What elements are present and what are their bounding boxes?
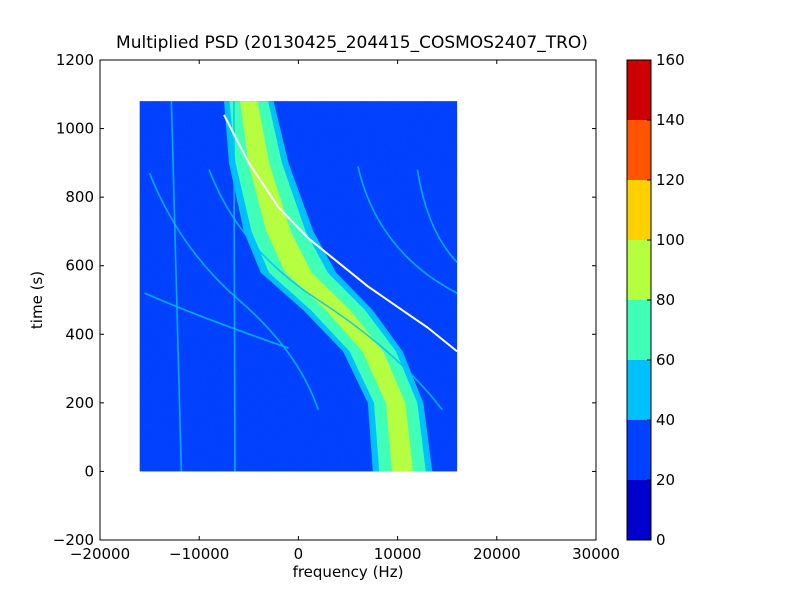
x-tick-label-3: 10000 (374, 545, 422, 563)
colorbar: 0 20 40 60 80 100 120 140 160 (626, 51, 685, 549)
colorbar-bin-1 (627, 420, 651, 480)
colorbar-tick-label-2: 40 (656, 411, 675, 429)
trace-vertical-2 (233, 101, 236, 472)
y-tick-label-0: −200 (53, 531, 94, 549)
colorbar-bin-4 (627, 240, 651, 300)
y-tick-label-3: 400 (65, 325, 94, 343)
trace-3 (144, 292, 289, 349)
y-tick-label-7: 1200 (56, 51, 94, 69)
y-axis: −200 0 200 400 600 800 1000 1200 (53, 51, 596, 549)
chart-title: Multiplied PSD (20130425_204415_COSMOS24… (116, 33, 588, 53)
x-axis-label: frequency (Hz) (293, 563, 404, 581)
x-tick-label-2: 0 (294, 545, 304, 563)
x-tick-label-0: −20000 (70, 545, 130, 563)
y-tick-label-2: 200 (65, 394, 94, 412)
trace-2 (208, 169, 443, 411)
colorbar-tick-label-5: 100 (656, 231, 685, 249)
band-core (240, 101, 413, 472)
colorbar-bin-0 (627, 480, 651, 540)
y-tick-label-1: 0 (84, 462, 94, 480)
colorbar-tick-label-8: 160 (656, 51, 685, 69)
trace-5 (416, 169, 458, 263)
colorbar-bin-5 (627, 180, 651, 240)
x-axis: −20000 −10000 0 10000 20000 30000 (70, 60, 620, 563)
colorbar-tick-label-6: 120 (656, 171, 685, 189)
x-tick-label-1: −10000 (169, 545, 229, 563)
colorbar-tick-label-1: 20 (656, 471, 675, 489)
plot-frame (99, 59, 597, 541)
trace-vertical-1 (170, 101, 183, 472)
y-tick-label-4: 600 (65, 257, 94, 275)
colorbar-bin-7 (627, 60, 651, 120)
colorbar-bin-6 (627, 120, 651, 180)
trace-4 (357, 166, 458, 294)
colorbar-bin-2 (627, 360, 651, 420)
colorbar-tick-label-7: 140 (656, 111, 685, 129)
y-axis-label: time (s) (28, 271, 46, 329)
colorbar-tick-label-4: 80 (656, 291, 675, 309)
plot-area (100, 60, 596, 540)
colorbar-bin-3 (627, 300, 651, 360)
y-tick-label-5: 800 (65, 188, 94, 206)
y-tick-label-6: 1000 (56, 120, 94, 138)
white-fit-curve (223, 114, 458, 353)
colorbar-tick-label-0: 0 (656, 531, 666, 549)
trace-1 (148, 172, 319, 410)
colorbar-tick-label-3: 60 (656, 351, 675, 369)
signal-traces (144, 101, 458, 472)
x-tick-label-4: 20000 (473, 545, 521, 563)
x-tick-label-5: 30000 (572, 545, 620, 563)
